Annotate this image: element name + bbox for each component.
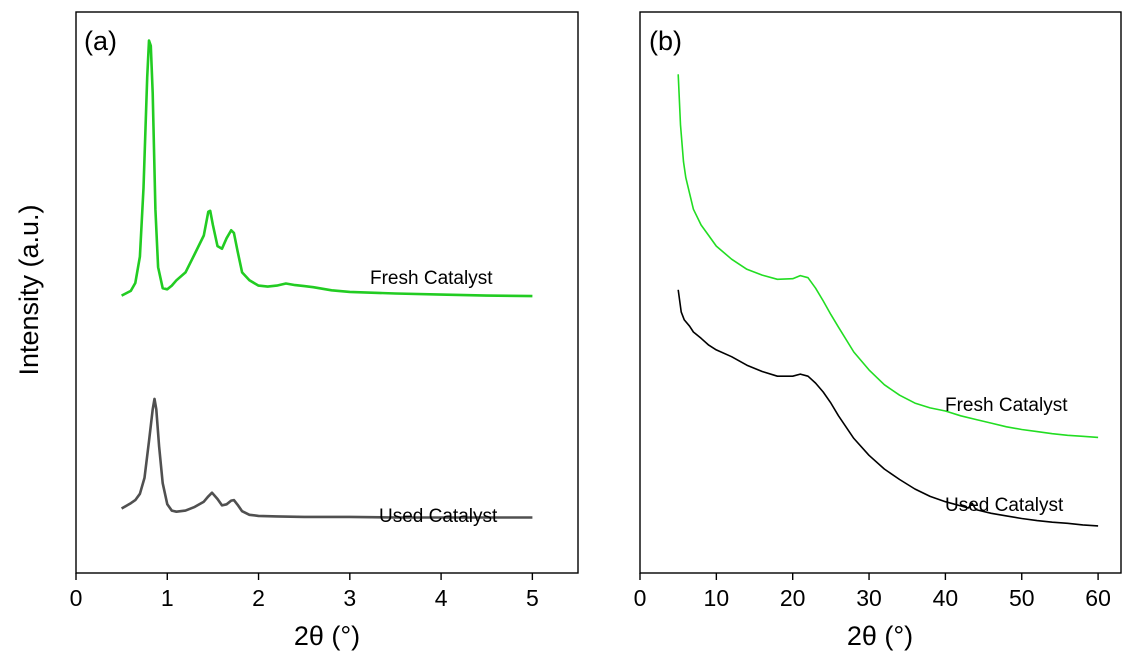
panel-a-x-tick-label: 1 xyxy=(161,585,174,611)
panel-b-x-tick-label: 20 xyxy=(780,585,806,611)
panel-a-x-tick-label: 2 xyxy=(252,585,265,611)
panel-b-x-tick-label: 0 xyxy=(634,585,647,611)
panel-b-used-label: Used Catalyst xyxy=(945,495,1064,516)
y-axis-label: Intensity (a.u.) xyxy=(14,204,44,375)
panel-b: (b) 0 10 20 30 40 50 60 Fresh Catalyst Used Ca… xyxy=(634,11,1122,651)
panel-a-fresh-label: Fresh Catalyst xyxy=(370,268,493,289)
panel-b-series-fresh xyxy=(677,74,1099,439)
panel-b-x-tick-label: 60 xyxy=(1085,585,1111,611)
panel-b-series-used xyxy=(677,289,1099,527)
panel-b-x-tick-label: 10 xyxy=(704,585,730,611)
panel-a-x-tick-label: 5 xyxy=(526,585,539,611)
panel-a-label: (a) xyxy=(84,26,117,56)
panel-b-x-ticks: 0 10 20 30 40 50 60 xyxy=(634,573,1111,611)
panel-a-series-fresh xyxy=(121,39,533,298)
panel-b-x-tick-label: 50 xyxy=(1009,585,1035,611)
panel-a-x-ticks: 0 1 2 3 4 5 xyxy=(70,573,539,611)
panel-a-frame xyxy=(75,11,579,574)
panel-a-used-label: Used Catalyst xyxy=(379,506,498,527)
panel-a-series xyxy=(120,39,533,519)
panel-b-fresh-label: Fresh Catalyst xyxy=(945,395,1068,416)
panel-a-x-tick-label: 3 xyxy=(343,585,356,611)
panel-b-frame xyxy=(639,11,1122,574)
panel-b-series xyxy=(677,74,1099,527)
panel-b-x-tick-label: 40 xyxy=(933,585,959,611)
panel-a-x-tick-label: 4 xyxy=(435,585,448,611)
panel-a-x-axis-label: 2θ (°) xyxy=(294,621,360,651)
panel-a-series-used xyxy=(120,397,533,519)
panel-b-label: (b) xyxy=(649,26,682,56)
panel-a-x-tick-label: 0 xyxy=(70,585,83,611)
panel-b-x-tick-label: 30 xyxy=(856,585,882,611)
panel-b-x-axis-label: 2θ (°) xyxy=(847,621,913,651)
